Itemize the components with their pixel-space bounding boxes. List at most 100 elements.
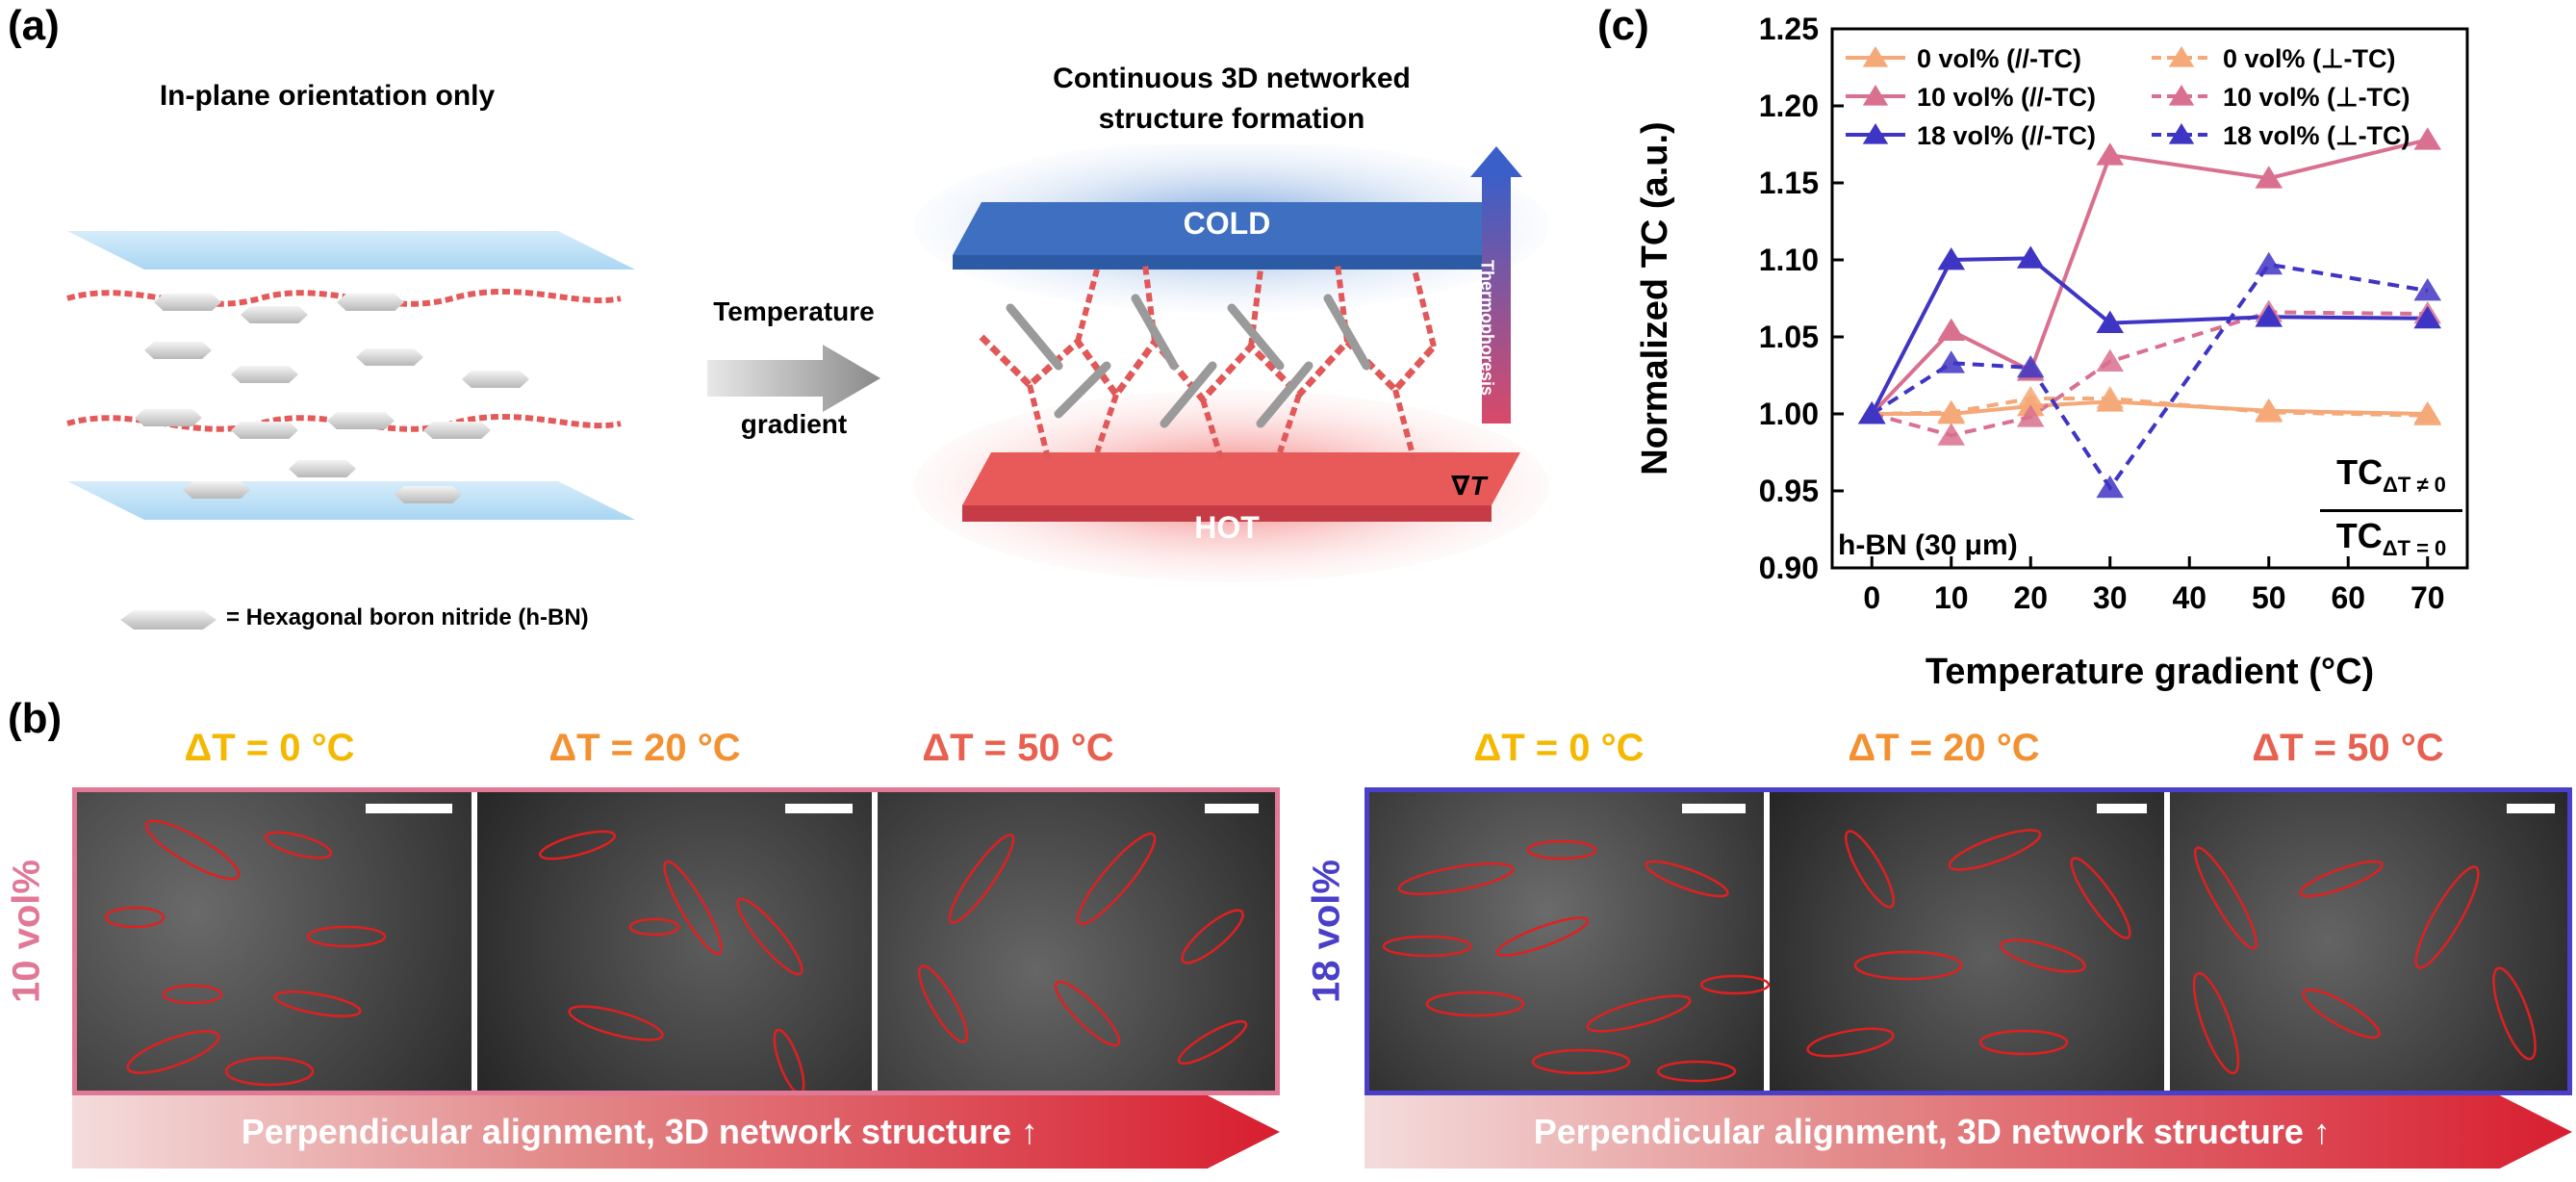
- y-tick-label: 1.25: [1759, 12, 1819, 46]
- data-point: [2096, 142, 2125, 166]
- hbn-platelet: [289, 460, 356, 477]
- gradient-label: gradient: [740, 409, 848, 439]
- data-point: [2096, 475, 2125, 499]
- ratio-formula: TCΔT ≠ 0 TCΔT = 0: [2314, 452, 2468, 569]
- hbn-platelet: [154, 294, 221, 311]
- data-point: [1857, 401, 1886, 424]
- series-line-1: [1872, 397, 2428, 418]
- scale-bar: [2097, 804, 2147, 813]
- temperature-label: Temperature: [713, 296, 875, 326]
- data-point: [1937, 399, 1966, 423]
- y-tick-label: 1.20: [1759, 89, 1819, 123]
- chart-frame: [1830, 27, 2469, 570]
- legend-marker: [2168, 46, 2195, 67]
- x-tick-label: 70: [2410, 580, 2445, 615]
- vertical-label-10vol: 10 vol%: [5, 860, 48, 1003]
- sem-image-10-50: [878, 792, 1275, 1091]
- platelet-outlines-18vol: [1382, 829, 2537, 1083]
- y-tick-label: 0.95: [1759, 474, 1819, 508]
- hbn-platelet: [337, 294, 404, 311]
- hbn-platelet: [327, 412, 395, 429]
- y-tick-label: 1.15: [1759, 166, 1819, 200]
- legend-label: 10 vol% (//-TC): [1917, 83, 2096, 112]
- data-point: [2096, 386, 2125, 409]
- series-line-4: [1870, 256, 2428, 415]
- hot-label: HOT: [1194, 510, 1260, 545]
- panel-a-right-title-line1: Continuous 3D networked: [1053, 63, 1411, 94]
- platelet-outlines-10vol: [104, 819, 1248, 1091]
- data-point: [1937, 423, 1966, 446]
- data-point: [2255, 166, 2283, 189]
- legend-marker: [1862, 85, 1889, 106]
- temp-label-10-50: ΔT = 50 °C: [922, 727, 1114, 769]
- sem-image-18-20: [1770, 792, 2164, 1091]
- legend-label: 10 vol% (⊥-TC): [2223, 83, 2410, 112]
- normalized-tc-chart: 0 10 20 30 40 50 60 70 0.90 0.95 1.00 1.05 1.10 1.15 1…: [1635, 12, 2469, 692]
- sem-image-10-20: [477, 792, 872, 1091]
- hbn-platelet: [231, 422, 298, 439]
- data-point: [2255, 251, 2283, 275]
- temp-label-18-0: ΔT = 0 °C: [1473, 727, 1645, 769]
- ratio-numerator-sub: ΔT ≠ 0: [2383, 473, 2446, 498]
- hot-plate: [962, 452, 1520, 505]
- ratio-numerator: TC: [2336, 452, 2384, 492]
- cold-label: COLD: [1183, 206, 1271, 241]
- x-tick-label: 40: [2172, 580, 2206, 615]
- ratio-denominator-sub: ΔT = 0: [2382, 536, 2447, 561]
- legend-marker: [1862, 123, 1889, 144]
- legend-label: 18 vol% (⊥-TC): [2223, 121, 2410, 150]
- y-tick-label: 1.00: [1759, 397, 1819, 431]
- x-tick-label: 50: [2252, 580, 2286, 615]
- hbn-legend-icon: [120, 610, 217, 630]
- thermophoresis-label: Thermophoresis: [1477, 259, 1497, 397]
- data-point: [2413, 278, 2442, 301]
- temperature-gradient-arrow: [707, 345, 880, 412]
- alignment-arrow-18vol-label: Perpendicular alignment, 3D network stru…: [1533, 1112, 2331, 1151]
- panel-a-left-title: In-plane orientation only: [159, 80, 496, 112]
- temp-label-10-0: ΔT = 0 °C: [184, 727, 355, 769]
- data-point: [2413, 402, 2442, 425]
- sem-panel-18vol: [1365, 787, 2572, 1095]
- data-point: [2016, 245, 2045, 269]
- data-point: [2096, 348, 2125, 372]
- in-plane-schematic: [66, 231, 635, 520]
- hbn-platelet: [423, 422, 491, 439]
- scale-bar: [1682, 804, 1746, 813]
- data-point: [2413, 127, 2442, 150]
- sem-image-10-0: [77, 792, 472, 1091]
- x-tick-label: 10: [1934, 580, 1969, 615]
- x-tick-label: 20: [2013, 580, 2048, 615]
- data-point: [2016, 404, 2045, 427]
- hbn-platelet: [231, 366, 298, 383]
- gradient-symbol: ∇T: [1451, 471, 1487, 501]
- legend-label: 0 vol% (//-TC): [1917, 44, 2081, 73]
- hbn-platelet: [183, 481, 250, 499]
- thermophoresis-arrow: [1482, 173, 1511, 424]
- series-line-5: [1871, 262, 2429, 492]
- sem-panel-10vol: [72, 787, 1280, 1095]
- hbn-platelet: [144, 342, 212, 359]
- series-line-3: [1871, 310, 2428, 438]
- temp-label-18-20: ΔT = 20 °C: [1848, 727, 2040, 769]
- data-point: [2255, 399, 2283, 423]
- data-point: [2096, 310, 2125, 333]
- data-point: [2016, 355, 2045, 378]
- legend-marker: [2168, 85, 2195, 106]
- x-tick-label: 60: [2331, 580, 2365, 615]
- data-point: [2413, 305, 2442, 329]
- hbn-legend-label: = Hexagonal boron nitride (h-BN): [226, 604, 589, 630]
- alignment-arrow-10vol: Perpendicular alignment, 3D network stru…: [72, 1095, 1280, 1169]
- x-axis-label: Temperature gradient (°C): [1926, 652, 2374, 692]
- temp-label-18-50: ΔT = 50 °C: [2252, 727, 2444, 769]
- y-axis-label: Normalized TC (a.u.): [1635, 121, 1675, 475]
- data-point: [1937, 318, 1966, 341]
- scale-bar: [366, 804, 452, 813]
- alignment-arrow-18vol: Perpendicular alignment, 3D network stru…: [1365, 1095, 2572, 1169]
- data-point: [2016, 386, 2045, 409]
- y-tick-label: 1.05: [1759, 320, 1819, 354]
- temp-label-10-20: ΔT = 20 °C: [548, 727, 741, 769]
- legend-marker: [2168, 123, 2195, 144]
- x-tick-label: 30: [2093, 580, 2128, 615]
- data-point: [1937, 247, 1966, 270]
- hbn-platelet: [135, 409, 202, 426]
